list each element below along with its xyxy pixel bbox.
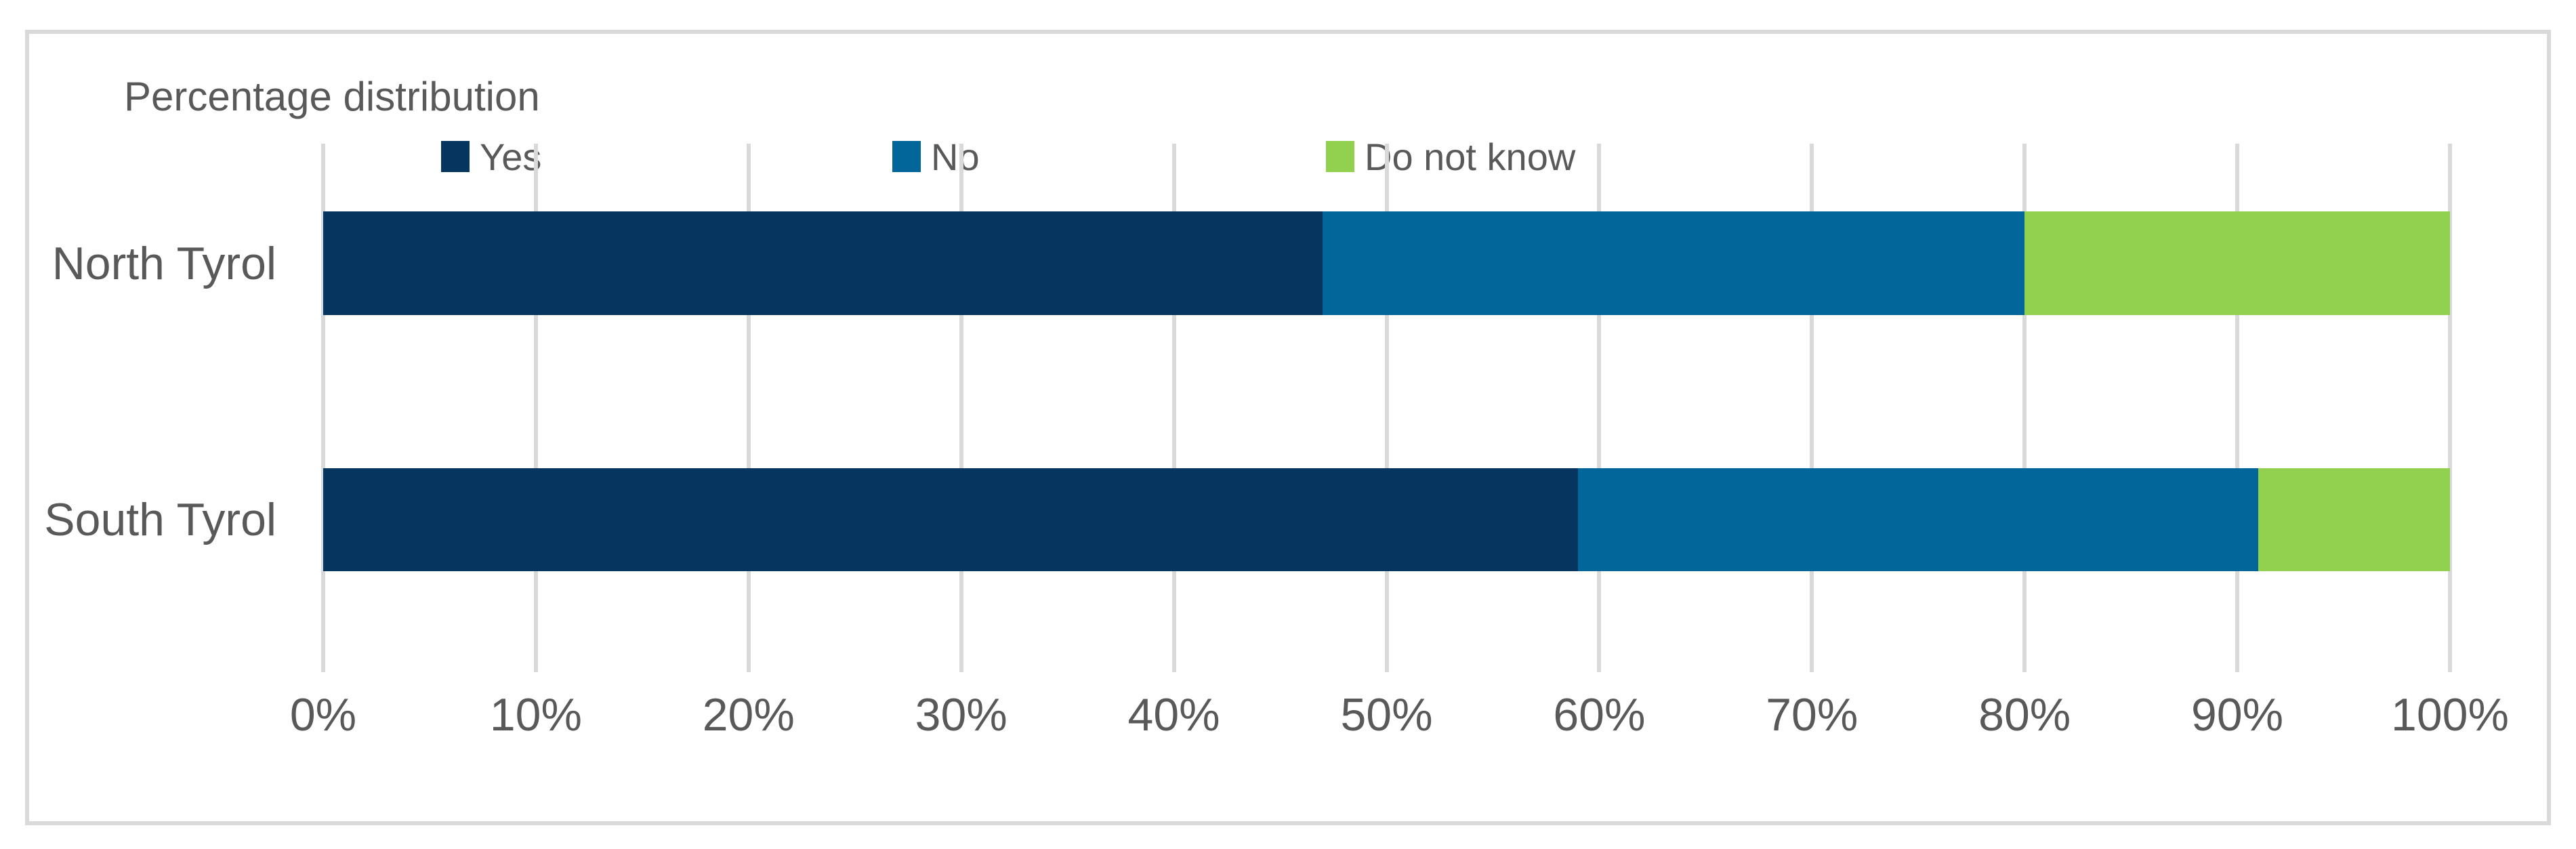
x-tick-label-90%: 90% [2191,689,2284,741]
gridline-0% [321,144,325,672]
legend-swatch-do-not-know [1326,141,1354,172]
legend-item-yes: Yes [441,136,541,178]
category-label-north-tyrol: North Tyrol [51,237,276,289]
bar-segment-north-tyrol-yes [323,211,1323,315]
gridline-60% [1597,144,1602,672]
gridline-100% [2448,144,2452,672]
legend-label-no: No [931,135,980,178]
legend-label-yes: Yes [480,135,542,178]
legend-item-do-not-know: Do not know [1326,136,1575,178]
x-tick-label-80%: 80% [1978,689,2071,741]
gridline-70% [1810,144,1814,672]
legend-swatch-no [892,141,921,172]
gridline-80% [2022,144,2027,672]
legend-label-do-not-know: Do not know [1365,135,1576,178]
bar-segment-south-tyrol-no [1578,468,2259,571]
gridline-20% [746,144,751,672]
bar-segment-north-tyrol-do-not-know [2024,211,2450,315]
x-tick-label-30%: 30% [915,689,1007,741]
x-tick-label-100%: 100% [2391,689,2509,741]
bar-segment-north-tyrol-no [1323,211,2025,315]
legend-swatch-yes [441,141,470,172]
gridline-40% [1171,144,1176,672]
x-tick-label-10%: 10% [489,689,582,741]
bar-segment-south-tyrol-do-not-know [2258,468,2450,571]
gridline-30% [959,144,963,672]
plot-area [321,144,2452,672]
x-tick-label-0%: 0% [289,689,357,741]
gridline-50% [1384,144,1389,672]
gridline-10% [533,144,538,672]
gridline-90% [2235,144,2240,672]
category-label-south-tyrol: South Tyrol [44,494,276,545]
bar-row-south-tyrol [323,468,2450,571]
x-axis: 0% 10% 20% 30% 40% 50% 60% 70% 80% 90% 100% [290,688,2509,743]
legend-item-no: No [892,136,980,178]
x-tick-label-20%: 20% [702,689,795,741]
bar-row-north-tyrol [323,211,2450,315]
x-tick-label-60%: 60% [1553,689,1646,741]
x-tick-label-70%: 70% [1766,689,1858,741]
bar-segment-south-tyrol-yes [323,468,1578,571]
chart-title: Percentage distribution [124,74,540,119]
x-tick-label-50%: 50% [1340,689,1433,741]
x-tick-label-40%: 40% [1127,689,1220,741]
